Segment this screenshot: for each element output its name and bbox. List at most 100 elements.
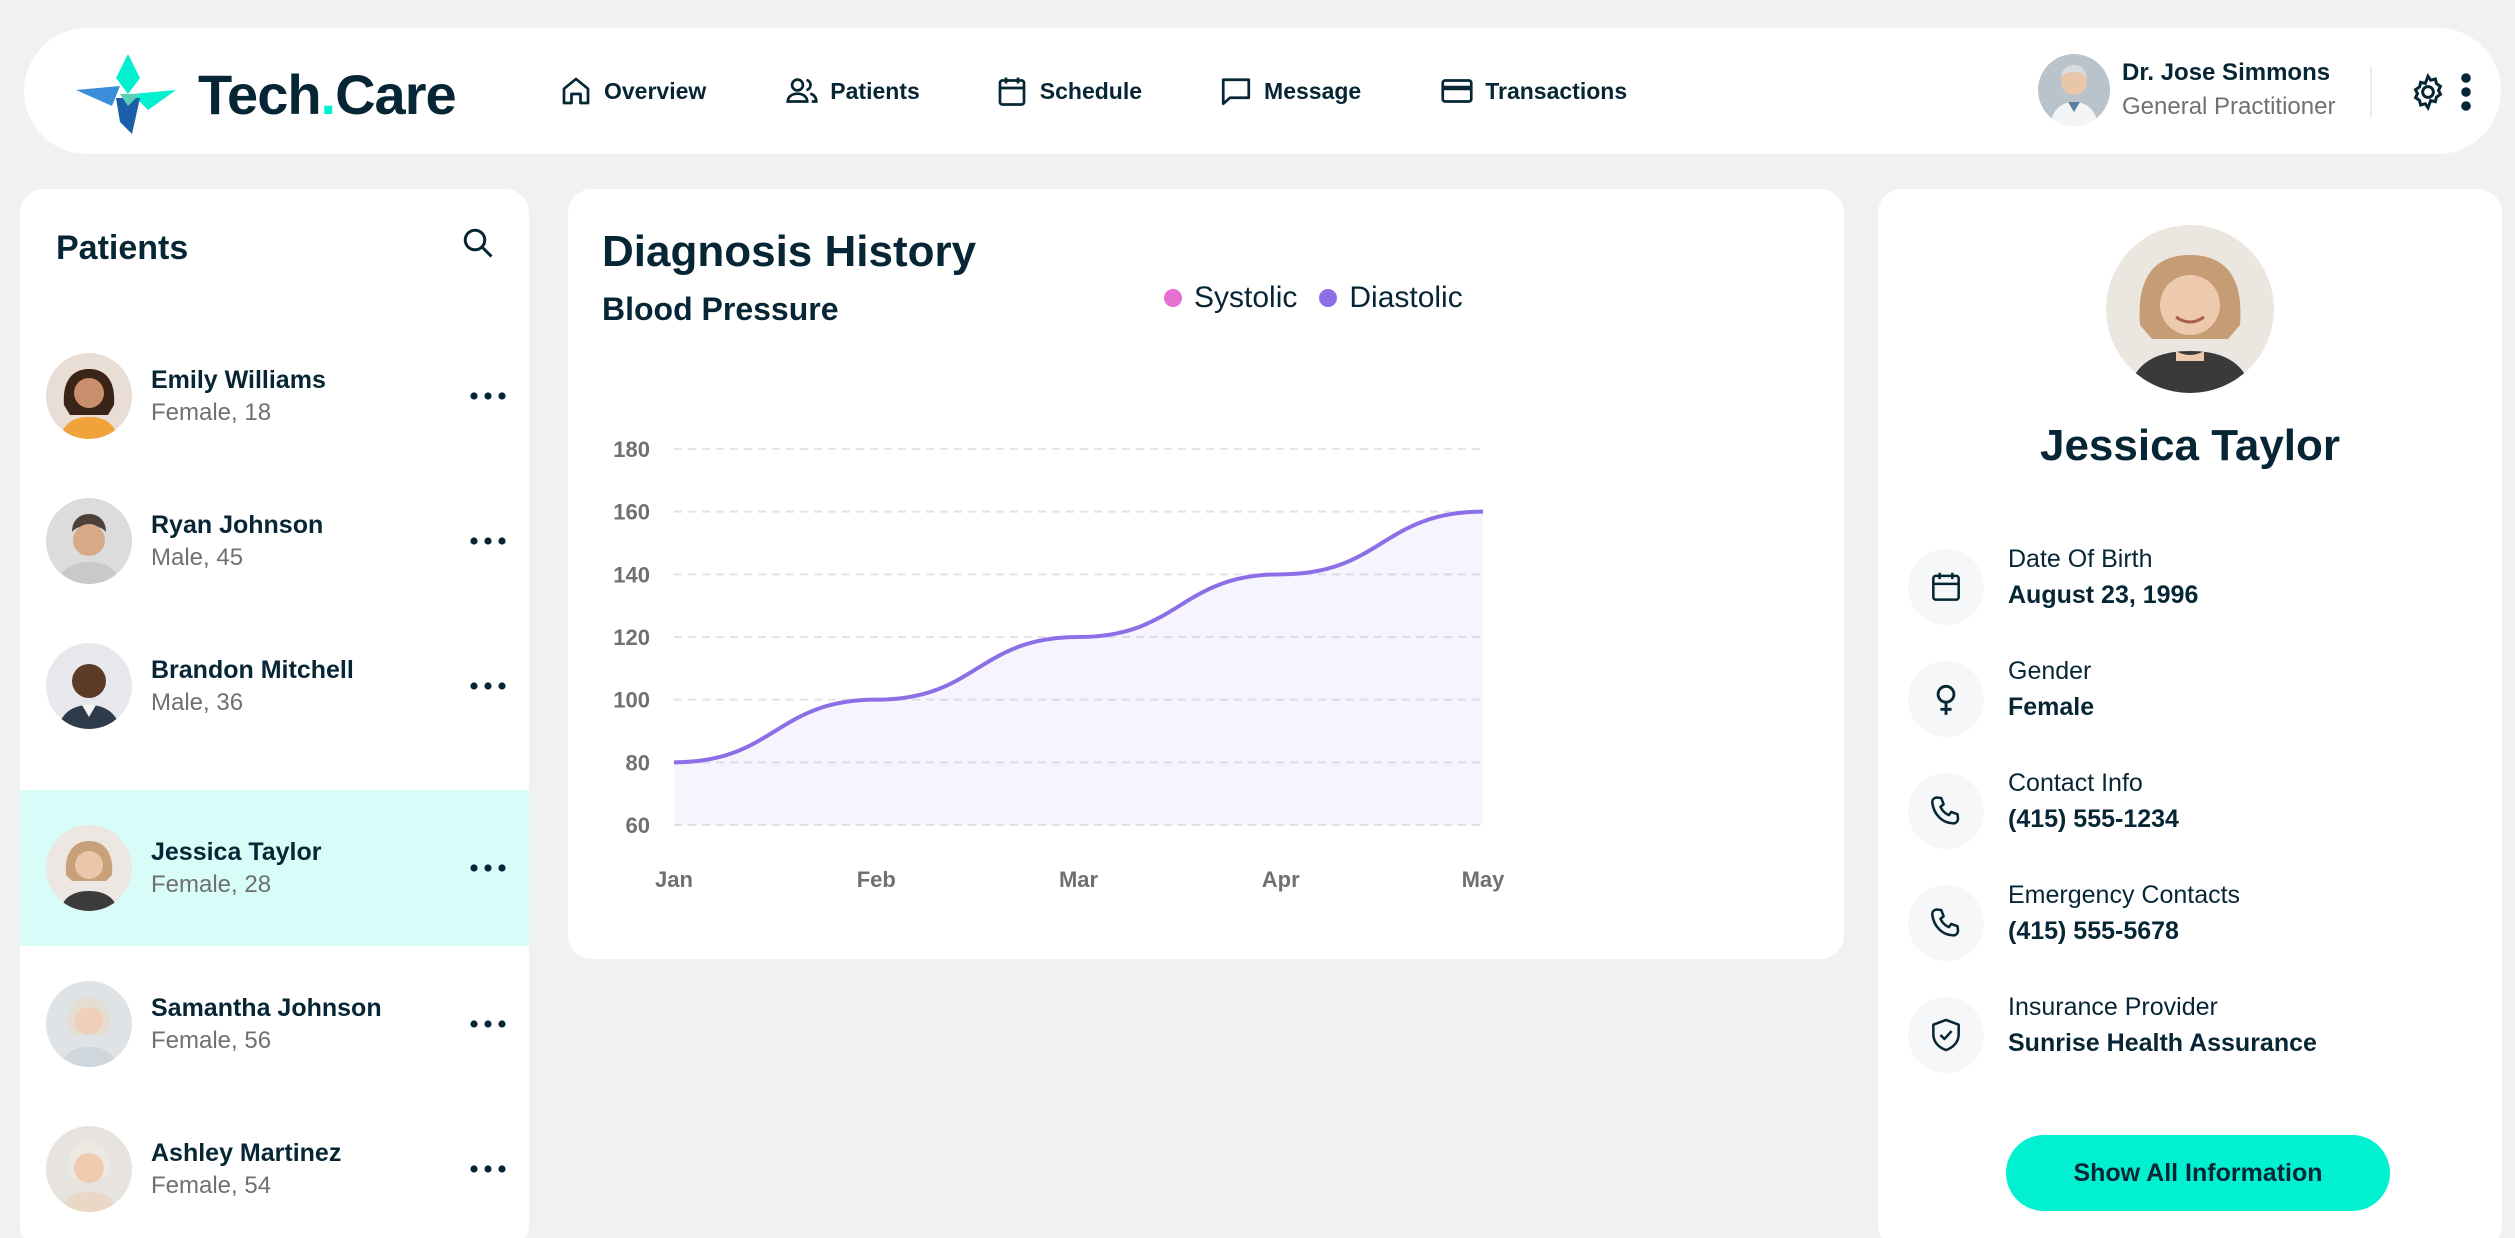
legend-label: Diastolic [1349,281,1463,314]
logo-text: Tech.Care [198,62,457,126]
info-row-emergency: Emergency Contacts (415) 555-5678 [1908,879,2488,961]
diagnosis-history-card: Diagnosis History Blood Pressure Systoli… [568,189,1844,959]
show-all-information-button[interactable]: Show All Information [2006,1135,2390,1211]
patient-meta: Male, 45 [151,544,244,571]
patient-name: Ryan Johnson [151,511,324,539]
doctor-profile[interactable]: Dr. Jose Simmons General Practitioner [2038,54,2335,126]
main-nav: Overview Patients Schedule Message Trans… [558,66,1627,116]
more-horizontal-icon[interactable] [468,1163,508,1175]
calendar-icon [1932,572,1960,601]
patient-name: Emily Williams [151,366,326,394]
info-label: Emergency Contacts [2008,881,2241,909]
blood-pressure-chart: 60 80 100 120 140 160 180 Jan Feb Mar Apr May [613,437,1506,892]
avatar [46,1126,132,1212]
legend-item-systolic: Systolic [1164,281,1297,315]
nav-patients[interactable]: Patients [784,66,920,116]
info-value: August 23, 1996 [2008,581,2199,609]
patient-profile-card: Jessica Taylor Date Of Birth August 23, … [1878,189,2502,1238]
y-tick-label: 80 [626,750,650,775]
info-row-dob: Date Of Birth August 23, 1996 [1908,543,2488,625]
patient-name: Ashley Martinez [151,1139,342,1167]
x-tick-label: Jan [655,867,693,892]
logo[interactable]: Tech.Care [72,50,457,138]
info-row-contact: Contact Info (415) 555-1234 [1908,767,2488,849]
more-vertical-icon[interactable] [2458,72,2474,112]
phone-icon [1930,796,1960,825]
home-icon [562,77,590,105]
info-label: Date Of Birth [2008,545,2153,573]
x-tick-label: Mar [1059,867,1099,892]
x-tick-label: Feb [857,867,896,892]
avatar [46,825,132,911]
info-row-insurance: Insurance Provider Sunrise Health Assura… [1908,991,2488,1073]
more-horizontal-icon[interactable] [468,1018,508,1030]
info-value: Female [2008,693,2095,721]
patient-meta: Female, 18 [151,399,272,426]
info-label: Gender [2008,657,2092,685]
diagnosis-title: Diagnosis History [602,227,977,276]
doctor-name: Dr. Jose Simmons [2122,59,2331,86]
more-horizontal-icon[interactable] [468,535,508,547]
top-navbar: Tech.Care Overview Patients Schedule Mes… [24,28,2501,154]
avatar [46,643,132,729]
patient-row[interactable]: Ryan Johnson Male, 45 [20,463,529,619]
patient-name: Samantha Johnson [151,994,382,1022]
patient-row[interactable]: Samantha Johnson Female, 56 [20,946,529,1102]
info-value: (415) 555-1234 [2008,805,2179,833]
y-tick-label: 160 [613,500,650,525]
nav-overview[interactable]: Overview [558,66,706,116]
info-label: Contact Info [2008,769,2143,797]
patient-meta: Female, 56 [151,1027,272,1054]
info-label: Insurance Provider [2008,993,2218,1021]
more-horizontal-icon[interactable] [468,390,508,402]
calendar-icon [998,77,1026,106]
users-icon [786,78,818,103]
legend-dot-systolic [1164,289,1182,307]
patient-row[interactable]: Brandon Mitchell Male, 36 [20,608,529,764]
legend-item-diastolic: Diastolic [1319,281,1463,315]
y-tick-label: 100 [613,688,650,713]
chart-legend: Systolic Diastolic [1164,281,1485,315]
patient-meta: Female, 28 [151,871,272,898]
nav-transactions[interactable]: Transactions [1439,66,1627,116]
nav-overview-label: Overview [604,77,707,104]
legend-dot-diastolic [1319,289,1338,307]
gear-icon[interactable] [2408,72,2448,112]
header-divider [2370,66,2372,118]
nav-message-label: Message [1264,77,1362,104]
more-horizontal-icon[interactable] [468,862,508,874]
chat-icon [1221,78,1251,106]
profile-avatar [2106,225,2274,393]
y-tick-label: 60 [626,813,650,838]
nav-schedule-label: Schedule [1039,77,1143,104]
patients-panel: Patients Emily Williams Female, 18 Ryan J… [20,189,529,1238]
patient-row-active[interactable]: Jessica Taylor Female, 28 [20,790,529,946]
info-value: Sunrise Health Assurance [2008,1029,2317,1057]
more-horizontal-icon[interactable] [468,680,508,692]
nav-transactions-label: Transactions [1485,77,1628,104]
patient-row[interactable]: Ashley Martinez Female, 54 [20,1091,529,1238]
nav-schedule[interactable]: Schedule [994,66,1142,116]
chart-subtitle: Blood Pressure [602,291,839,327]
doctor-avatar [2038,54,2110,126]
patient-row[interactable]: Emily Williams Female, 18 [20,318,529,474]
shield-check-icon [1932,1018,1960,1052]
credit-card-icon [1441,79,1473,103]
doctor-role: General Practitioner [2122,93,2336,120]
patient-meta: Female, 54 [151,1172,272,1199]
series-area-diastolic [674,511,1483,825]
nav-message[interactable]: Message [1218,66,1361,116]
y-tick-label: 120 [613,625,650,650]
avatar [46,353,132,439]
y-tick-label: 140 [613,562,650,587]
search-icon[interactable] [460,225,496,261]
legend-label: Systolic [1194,281,1298,314]
x-tick-label: May [1462,867,1506,892]
avatar [46,498,132,584]
avatar [46,981,132,1067]
nav-patients-label: Patients [830,77,920,104]
y-tick-label: 180 [613,437,650,462]
patients-title: Patients [56,229,189,267]
female-icon [1936,684,1956,715]
patient-name: Brandon Mitchell [151,656,354,684]
